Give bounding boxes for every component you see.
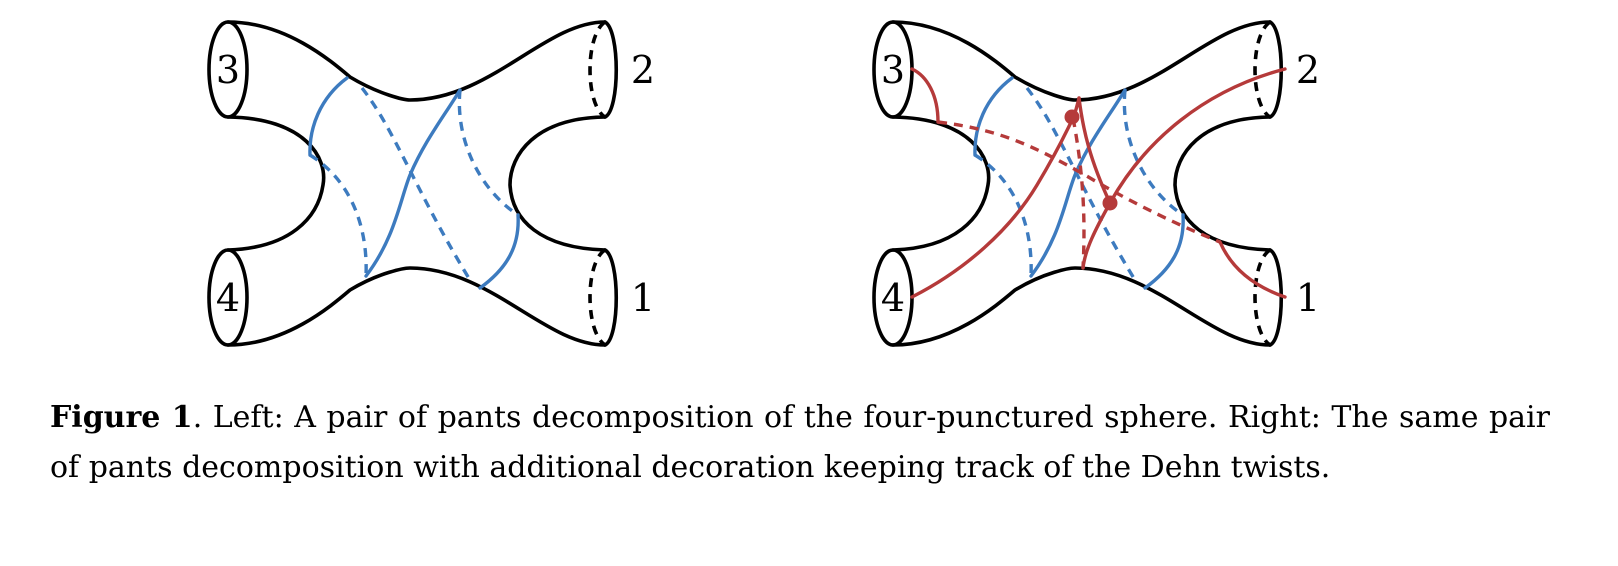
figure-1: 3 4 2 1 3 4 2 1: [207, 20, 1320, 347]
caption-label: Figure 1: [50, 400, 193, 435]
caption-text: . Left: A pair of pants decomposition of…: [50, 400, 1550, 485]
right-label-2: 2: [1296, 48, 1320, 92]
right-label-3: 3: [881, 48, 905, 92]
left-label-1: 1: [631, 276, 655, 320]
left-panel-surface: [207, 20, 619, 347]
left-label-4: 4: [216, 276, 240, 320]
intersection-dot-upper: [1064, 109, 1080, 125]
right-label-4: 4: [881, 276, 905, 320]
decoration-arcs: [910, 67, 1287, 299]
figure-caption: Figure 1. Left: A pair of pants decompos…: [50, 393, 1550, 493]
left-label-3: 3: [216, 48, 240, 92]
intersection-dot-lower: [1102, 195, 1118, 211]
right-panel-surface: [872, 20, 1287, 347]
left-label-2: 2: [631, 48, 655, 92]
right-label-1: 1: [1296, 276, 1320, 320]
